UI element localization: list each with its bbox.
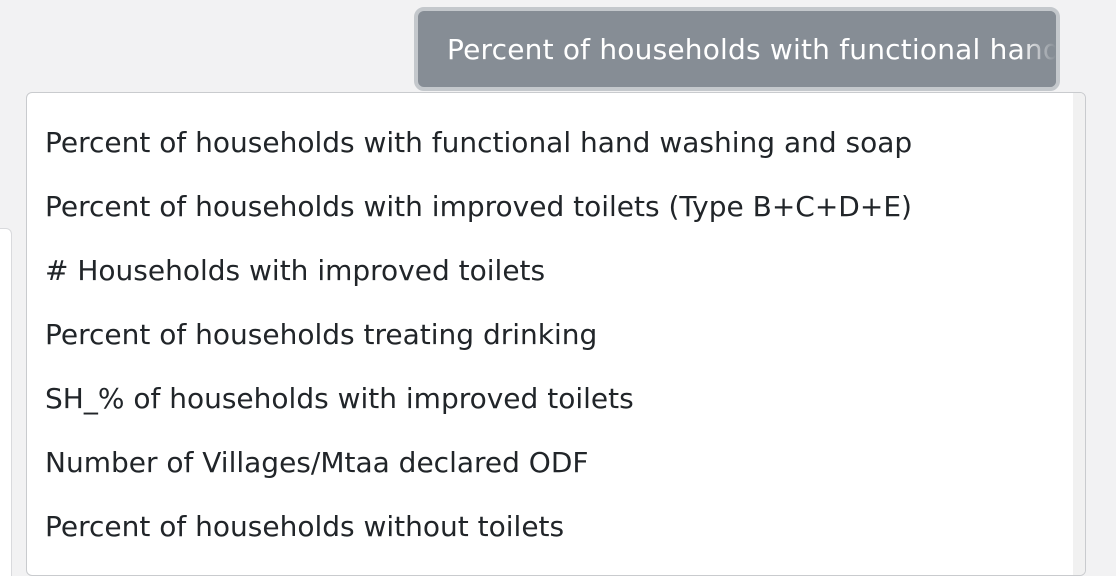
dropdown-option[interactable]: Number of Villages/Mtaa declared ODF	[45, 446, 589, 479]
select-overflow-fade	[1020, 11, 1056, 87]
dropdown-option[interactable]: Percent of households with improved toil…	[45, 190, 912, 223]
dropdown-option[interactable]: Percent of households with functional ha…	[45, 126, 913, 159]
dropdown-option[interactable]: SH_% of households with improved toilets	[45, 382, 634, 415]
indicator-select-label: Percent of households with functional ha…	[447, 33, 1056, 66]
dropdown-option[interactable]: Percent of households without toilets	[45, 510, 565, 543]
indicator-select-button[interactable]: Percent of households with functional ha…	[414, 7, 1060, 91]
dropdown-option[interactable]: Percent of households treating drinking	[45, 318, 598, 351]
indicator-dropdown-menu: Percent of households with functional ha…	[26, 92, 1086, 576]
dropdown-option-list: Percent of households with functional ha…	[27, 93, 1085, 559]
dropdown-scrollbar[interactable]	[1073, 93, 1085, 575]
dropdown-option[interactable]: # Households with improved toilets	[45, 254, 546, 287]
background-panel	[0, 228, 12, 576]
